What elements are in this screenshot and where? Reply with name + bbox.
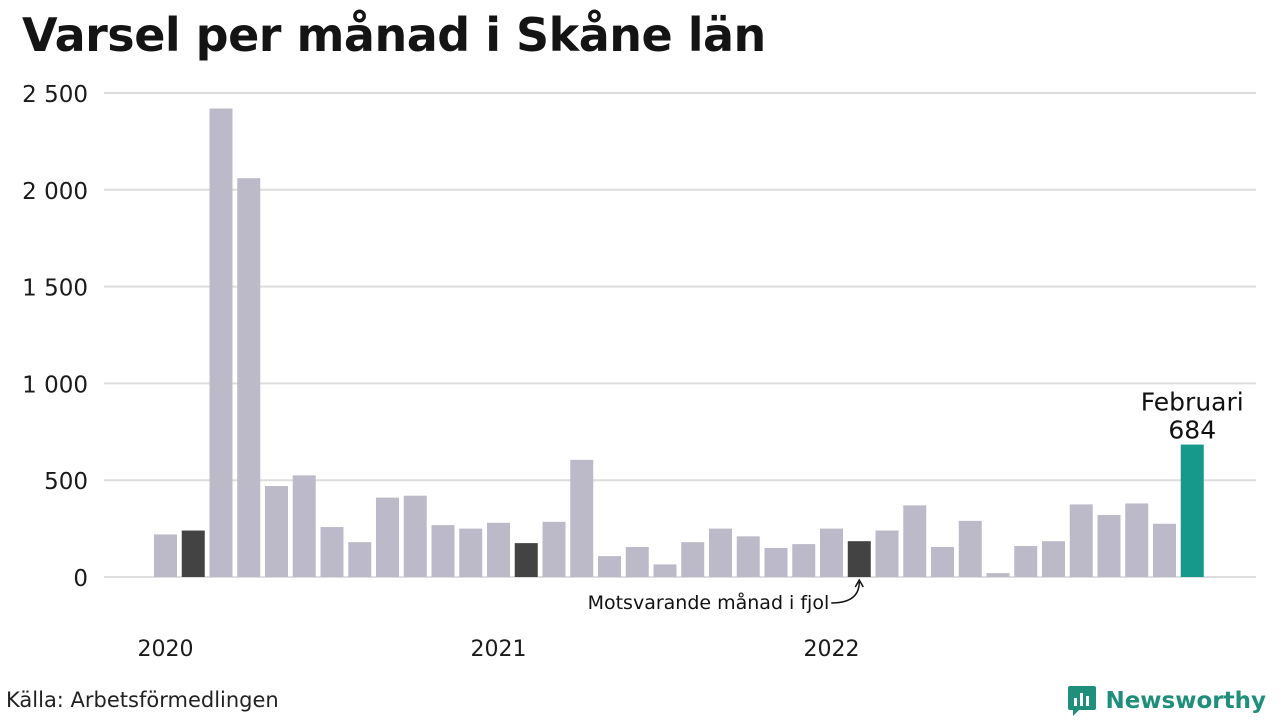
bar [903, 505, 927, 577]
y-tick-label: 1 000 [22, 372, 88, 398]
bar [875, 530, 899, 577]
latest-value-label: 684 [1168, 416, 1216, 445]
bar [542, 521, 566, 577]
bar-chart-icon [1068, 686, 1097, 716]
y-axis-labels: 0 500 1 000 1 500 2 000 2 500 [22, 82, 88, 592]
bar [514, 543, 538, 577]
bar [736, 536, 760, 577]
bar [292, 475, 316, 577]
bar [376, 497, 399, 577]
y-tick-label: 500 [44, 469, 88, 495]
bar [931, 546, 954, 577]
annotation-arrowhead [854, 578, 864, 588]
brand-name: Newsworthy [1105, 688, 1266, 714]
bar [1125, 503, 1149, 577]
bar [709, 528, 732, 577]
bar [237, 178, 261, 577]
bar [986, 573, 1010, 577]
bar [653, 564, 677, 577]
bar [265, 486, 288, 577]
y-tick-label: 2 500 [22, 82, 88, 108]
source-note: Källa: Arbetsförmedlingen [6, 688, 279, 712]
bar [820, 528, 843, 577]
x-year-label: 2022 [804, 637, 860, 662]
bar-latest [1180, 444, 1204, 577]
bar [958, 520, 982, 577]
bar [792, 544, 816, 577]
bar [487, 522, 510, 577]
bar [1042, 541, 1065, 577]
bar [403, 495, 427, 577]
newsworthy-logo: Newsworthy [1067, 684, 1266, 718]
x-year-label: 2021 [471, 637, 527, 662]
bar [348, 542, 372, 577]
bar [1097, 515, 1121, 577]
bar [764, 547, 788, 577]
bar [431, 525, 455, 577]
bars [154, 108, 1204, 577]
y-tick-label: 1 500 [22, 276, 88, 302]
bar [209, 108, 233, 577]
bar [459, 528, 483, 577]
bar [570, 459, 594, 577]
annotation-arrow [831, 581, 860, 604]
bar [681, 542, 705, 577]
bar [625, 546, 649, 577]
bar [847, 541, 871, 577]
latest-month-label: Februari [1141, 388, 1244, 417]
y-tick-label: 2 000 [22, 179, 88, 205]
bar [1014, 546, 1038, 577]
bar [598, 556, 621, 577]
annotation-text: Motsvarande månad i fjol [588, 591, 830, 614]
x-axis-year-labels: 2020 2021 2022 [138, 637, 860, 662]
bar [1153, 523, 1176, 577]
bar [181, 530, 205, 577]
chart-title: Varsel per månad i Skåne län [22, 8, 766, 62]
bar [154, 534, 177, 577]
bar [1069, 504, 1093, 577]
bar [320, 527, 344, 577]
y-tick-label: 0 [73, 566, 88, 592]
x-year-label: 2020 [138, 637, 194, 662]
